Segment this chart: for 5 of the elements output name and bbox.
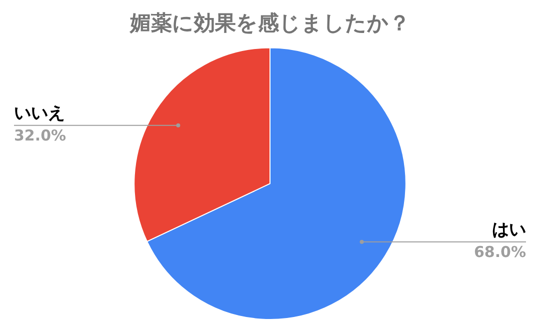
slice-label: いいえ xyxy=(14,103,65,124)
data-label: 32.0% xyxy=(14,126,66,145)
slice-label: はい xyxy=(492,220,526,240)
data-label: 68.0% xyxy=(474,243,526,262)
chart-title: 媚薬に効果を感じましたか？ xyxy=(129,11,410,36)
